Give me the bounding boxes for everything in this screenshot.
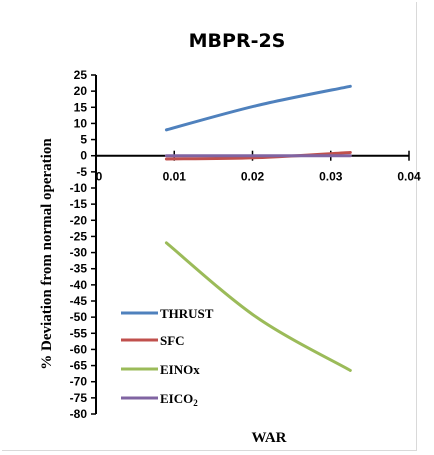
x-tick-label: 0.04 <box>397 170 421 184</box>
series-layer <box>164 84 352 372</box>
chart-title: MBPR-2S <box>189 30 286 52</box>
y-tick-label: -25 <box>70 229 88 243</box>
x-tick-label: 0.01 <box>163 170 187 184</box>
y-tick-label: -15 <box>70 197 88 211</box>
x-tick-label: 0.02 <box>241 170 265 184</box>
legend-label-thrust: THRUST <box>160 306 214 321</box>
legend-label-sfc: SFC <box>160 333 185 348</box>
y-tick-label: -20 <box>70 213 88 227</box>
y-tick-label: 20 <box>74 84 88 98</box>
x-tick-label: 0.03 <box>319 170 343 184</box>
legend-label-eico2: EICO2 <box>160 391 198 408</box>
y-tick-label: 25 <box>74 68 88 82</box>
series-line-thrust <box>164 84 352 132</box>
y-tick-label: -40 <box>70 278 88 292</box>
legend: THRUST SFC EINOx EICO2 <box>121 306 214 408</box>
legend-label-einox: EINOx <box>160 362 200 377</box>
y-tick-label: -65 <box>70 359 88 373</box>
y-tick-label: -50 <box>70 310 88 324</box>
series-line-einox <box>164 241 352 372</box>
y-tick-label: -45 <box>70 294 88 308</box>
y-tick-label: -5 <box>76 165 87 179</box>
y-tick-label: -70 <box>70 375 88 389</box>
y-tick-label: -75 <box>70 391 88 405</box>
y-tick-label: 15 <box>74 100 88 114</box>
y-tick-label: -80 <box>70 407 88 421</box>
x-tick-label: 0 <box>96 170 103 184</box>
y-tick-label: -10 <box>70 181 88 195</box>
y-tick-label: -55 <box>70 326 88 340</box>
y-tick-label: -35 <box>70 262 88 276</box>
y-tick-label: 5 <box>80 133 87 147</box>
chart-frame <box>2 2 417 451</box>
x-axis-label: WAR <box>251 430 286 446</box>
series-line-sfc <box>164 150 352 161</box>
y-tick-label: -60 <box>70 342 88 356</box>
y-tick-label: 0 <box>80 149 87 163</box>
y-axis-label: % Deviation from normal operation <box>39 138 55 370</box>
y-tick-label: 10 <box>74 116 88 130</box>
y-tick-label: -30 <box>70 246 88 260</box>
